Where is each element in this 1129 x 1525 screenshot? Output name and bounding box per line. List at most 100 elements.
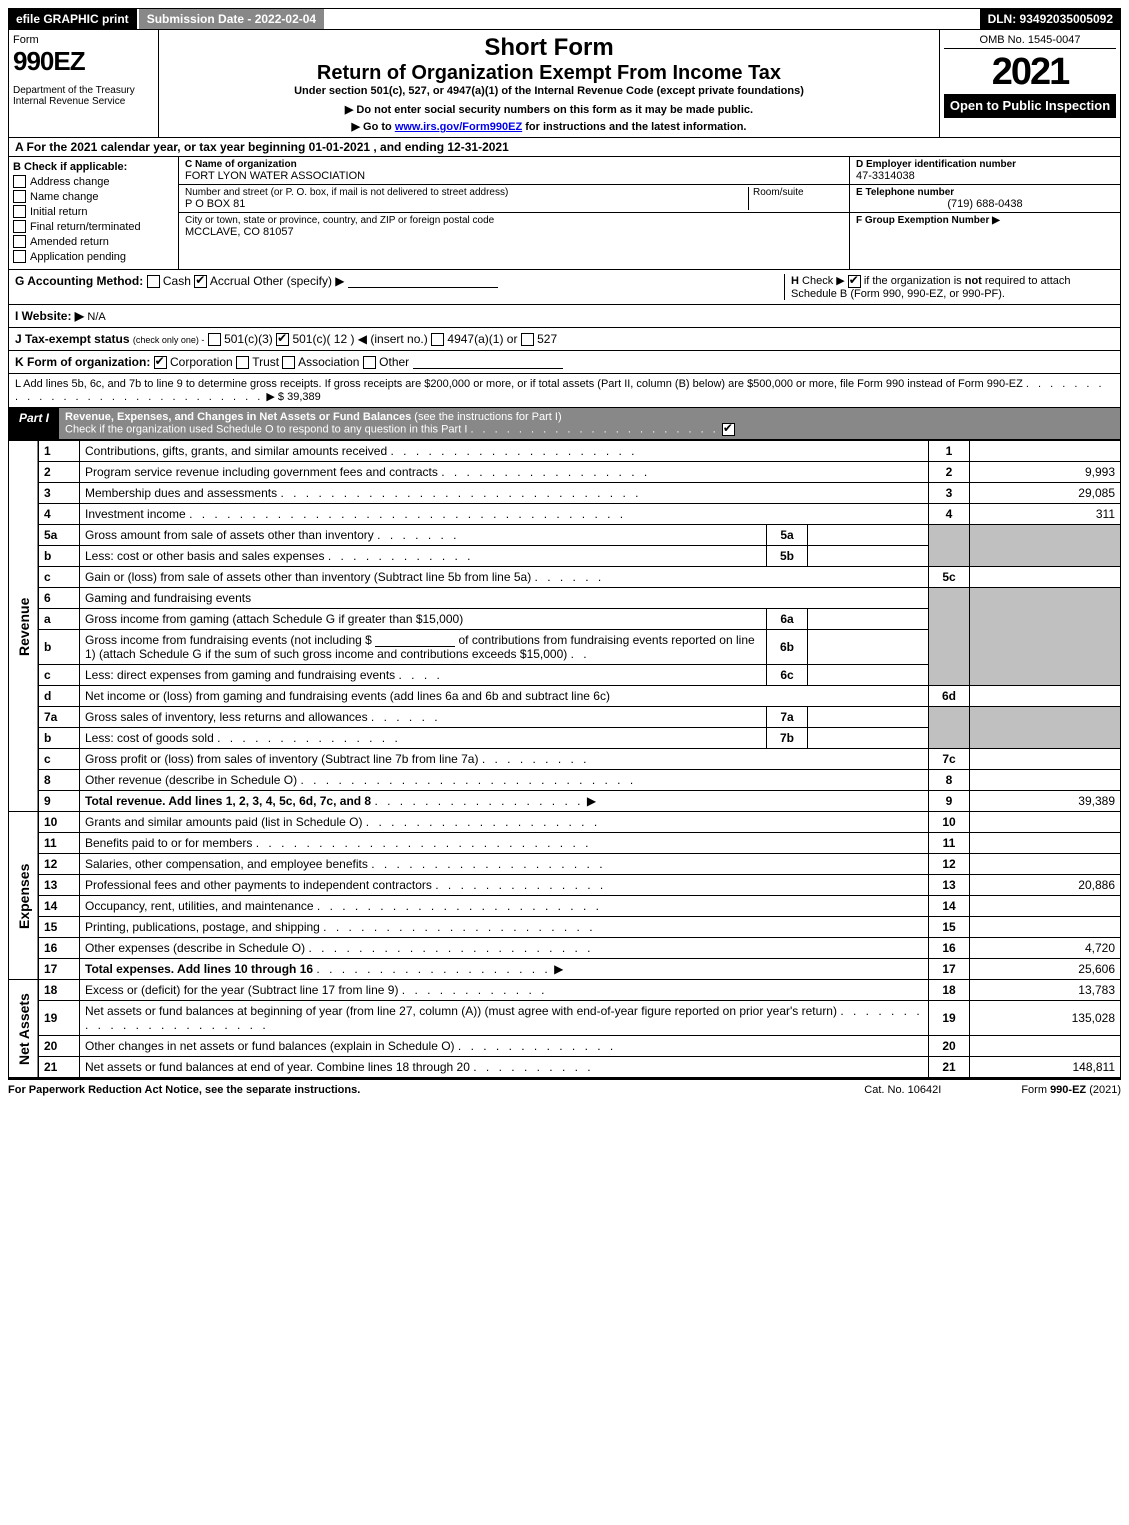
chk-address-change[interactable]: Address change xyxy=(13,175,174,188)
chk-cash[interactable] xyxy=(147,275,160,288)
side-label-netassets: Net Assets xyxy=(9,980,39,1078)
table-row: 16 Other expenses (describe in Schedule … xyxy=(9,938,1121,959)
chk-schedule-o[interactable] xyxy=(722,423,735,436)
e-phone-label: E Telephone number xyxy=(856,187,1114,198)
chk-501c3[interactable] xyxy=(208,333,221,346)
table-row: 9 Total revenue. Add lines 1, 2, 3, 4, 5… xyxy=(9,791,1121,812)
city-value: MCCLAVE, CO 81057 xyxy=(185,226,843,238)
title-main: Return of Organization Exempt From Incom… xyxy=(163,62,935,85)
table-row: 20 Other changes in net assets or fund b… xyxy=(9,1036,1121,1057)
col-c: C Name of organization FORT LYON WATER A… xyxy=(179,157,850,269)
part1-title: Revenue, Expenses, and Changes in Net As… xyxy=(59,408,1120,439)
checkbox-icon xyxy=(13,235,26,248)
header-right: OMB No. 1545-0047 2021 Open to Public In… xyxy=(940,30,1120,137)
gross-receipts-value: 39,389 xyxy=(287,391,321,403)
footer-left: For Paperwork Reduction Act Notice, see … xyxy=(8,1084,360,1096)
col-b: B Check if applicable: Address change Na… xyxy=(9,157,179,269)
table-row: 6 Gaming and fundraising events xyxy=(9,588,1121,609)
ein-value: 47-3314038 xyxy=(856,170,1114,182)
footer-cat-no: Cat. No. 10642I xyxy=(864,1084,941,1096)
part1-header: Part I Revenue, Expenses, and Changes in… xyxy=(8,408,1121,440)
side-label-expenses: Expenses xyxy=(9,812,39,980)
subtitle: Under section 501(c), 527, or 4947(a)(1)… xyxy=(163,85,935,97)
form-header: Form 990EZ Department of the Treasury In… xyxy=(8,29,1121,138)
footer: For Paperwork Reduction Act Notice, see … xyxy=(8,1078,1121,1100)
chk-other[interactable] xyxy=(363,356,376,369)
side-label-revenue: Revenue xyxy=(9,441,39,812)
irs-link[interactable]: www.irs.gov/Form990EZ xyxy=(395,121,522,133)
table-row: 19 Net assets or fund balances at beginn… xyxy=(9,1001,1121,1036)
table-row: 2 Program service revenue including gove… xyxy=(9,462,1121,483)
top-bar: efile GRAPHIC print Submission Date - 20… xyxy=(8,8,1121,29)
chk-501c[interactable] xyxy=(276,333,289,346)
checkbox-icon xyxy=(13,250,26,263)
chk-h[interactable] xyxy=(848,275,861,288)
f-group-label: F Group Exemption Number ▶ xyxy=(856,215,1114,226)
note-ssn: Do not enter social security numbers on … xyxy=(163,103,935,116)
table-row: 5a Gross amount from sale of assets othe… xyxy=(9,525,1121,546)
table-row: 4 Investment income . . . . . . . . . . … xyxy=(9,504,1121,525)
phone-value: (719) 688-0438 xyxy=(856,198,1114,210)
other-org-input[interactable] xyxy=(413,368,563,369)
tax-year: 2021 xyxy=(944,51,1116,94)
chk-accrual[interactable] xyxy=(194,275,207,288)
form-number: 990EZ xyxy=(13,46,154,77)
city-label: City or town, state or province, country… xyxy=(185,215,843,226)
chk-trust[interactable] xyxy=(236,356,249,369)
c-name-label: C Name of organization xyxy=(185,159,843,170)
line-k: K Form of organization: Corporation Trus… xyxy=(8,351,1121,374)
chk-name-change[interactable]: Name change xyxy=(13,190,174,203)
checkbox-icon xyxy=(13,175,26,188)
part1-label: Part I xyxy=(9,408,59,439)
line-i: I Website: ▶ N/A xyxy=(8,305,1121,328)
header-center: Short Form Return of Organization Exempt… xyxy=(159,30,940,137)
checkbox-icon xyxy=(13,205,26,218)
chk-amended-return[interactable]: Amended return xyxy=(13,235,174,248)
line-a: A For the 2021 calendar year, or tax yea… xyxy=(8,138,1121,157)
header-left: Form 990EZ Department of the Treasury In… xyxy=(9,30,159,137)
table-row: 21 Net assets or fund balances at end of… xyxy=(9,1057,1121,1078)
website-value: N/A xyxy=(87,311,105,323)
form-word: Form xyxy=(13,34,154,46)
room-suite-label: Room/suite xyxy=(748,187,843,210)
table-row: 14 Occupancy, rent, utilities, and maint… xyxy=(9,896,1121,917)
title-short-form: Short Form xyxy=(163,34,935,62)
table-row: Revenue 1 Contributions, gifts, grants, … xyxy=(9,441,1121,462)
line-g: G Accounting Method: Cash Accrual Other … xyxy=(15,274,784,300)
open-inspection: Open to Public Inspection xyxy=(944,94,1116,118)
omb-number: OMB No. 1545-0047 xyxy=(944,34,1116,49)
info-grid: B Check if applicable: Address change Na… xyxy=(8,157,1121,270)
table-row: c Gross profit or (loss) from sales of i… xyxy=(9,749,1121,770)
checkbox-icon xyxy=(13,190,26,203)
line-j: J Tax-exempt status (check only one) - 5… xyxy=(8,328,1121,351)
chk-application-pending[interactable]: Application pending xyxy=(13,250,174,263)
table-row: Expenses 10 Grants and similar amounts p… xyxy=(9,812,1121,833)
org-name: FORT LYON WATER ASSOCIATION xyxy=(185,170,843,182)
col-def: D Employer identification number 47-3314… xyxy=(850,157,1120,269)
chk-initial-return[interactable]: Initial return xyxy=(13,205,174,218)
submission-date: Submission Date - 2022-02-04 xyxy=(139,9,324,29)
efile-button[interactable]: efile GRAPHIC print xyxy=(8,9,137,29)
b-label: B Check if applicable: xyxy=(13,161,174,173)
chk-527[interactable] xyxy=(521,333,534,346)
table-row: 13 Professional fees and other payments … xyxy=(9,875,1121,896)
chk-association[interactable] xyxy=(282,356,295,369)
other-specify-input[interactable] xyxy=(348,287,498,288)
table-row: Net Assets 18 Excess or (deficit) for th… xyxy=(9,980,1121,1001)
table-row: 8 Other revenue (describe in Schedule O)… xyxy=(9,770,1121,791)
checkbox-icon xyxy=(13,220,26,233)
dept-treasury: Department of the Treasury xyxy=(13,85,154,96)
d-ein-label: D Employer identification number xyxy=(856,159,1114,170)
line-l: L Add lines 5b, 6c, and 7b to line 9 to … xyxy=(8,374,1121,408)
table-row: 12 Salaries, other compensation, and emp… xyxy=(9,854,1121,875)
table-row: d Net income or (loss) from gaming and f… xyxy=(9,686,1121,707)
street-value: P O BOX 81 xyxy=(185,198,748,210)
chk-final-return[interactable]: Final return/terminated xyxy=(13,220,174,233)
footer-form-no: Form 990-EZ (2021) xyxy=(1021,1084,1121,1096)
table-row: c Gain or (loss) from sale of assets oth… xyxy=(9,567,1121,588)
line-h: H Check ▶ if the organization is not req… xyxy=(784,274,1114,300)
chk-corporation[interactable] xyxy=(154,356,167,369)
line-gh: G Accounting Method: Cash Accrual Other … xyxy=(8,270,1121,305)
chk-4947[interactable] xyxy=(431,333,444,346)
note-link: ▶ Go to www.irs.gov/Form990EZ for instru… xyxy=(163,120,935,133)
